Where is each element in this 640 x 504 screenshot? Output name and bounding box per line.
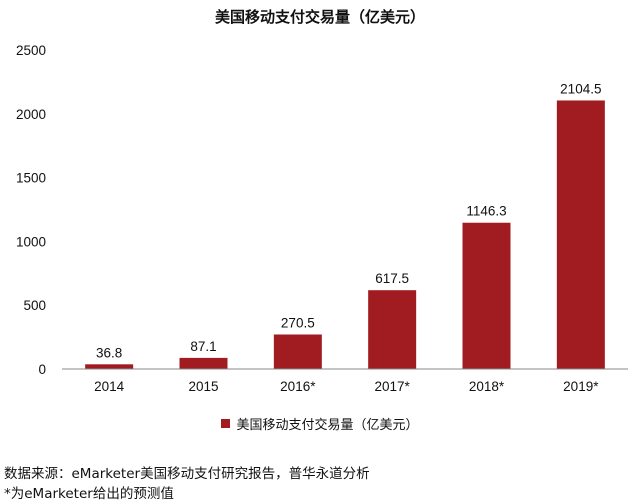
y-tick-label: 2500 <box>16 43 46 58</box>
bar <box>273 334 322 369</box>
bar-chart: 0 500 1000 1500 2000 2500 36.8 2014 87.1 2015 270.… <box>16 43 628 394</box>
forecast-footnote: *为eMarketer给出的预测值 <box>4 486 174 502</box>
data-label: 87.1 <box>190 339 216 354</box>
x-tick-label: 2014 <box>94 379 125 394</box>
y-tick-label: 1500 <box>16 171 46 186</box>
source-note: 数据来源：eMarketer美国移动支付研究报告，普华永道分析 <box>4 466 370 482</box>
x-tick-label: 2019* <box>563 379 599 394</box>
bar <box>85 364 134 369</box>
legend-label: 美国移动支付交易量（亿美元） <box>236 418 419 433</box>
data-label: 1146.3 <box>466 204 506 219</box>
legend-swatch <box>221 419 231 428</box>
bar <box>462 222 511 369</box>
bar <box>556 100 605 370</box>
data-label: 36.8 <box>96 345 122 360</box>
x-tick-label: 2018* <box>469 379 505 394</box>
x-tick-label: 2016* <box>280 379 316 394</box>
y-tick-label: 2000 <box>16 107 46 122</box>
bar <box>368 290 417 369</box>
data-label: 270.5 <box>281 315 315 330</box>
bar <box>179 357 228 369</box>
y-tick-label: 500 <box>23 298 46 313</box>
data-label: 2104.5 <box>560 81 601 96</box>
data-label: 617.5 <box>375 271 409 286</box>
x-tick-label: 2017* <box>375 379 411 394</box>
x-tick-label: 2015 <box>188 379 218 394</box>
y-tick-label: 0 <box>38 362 46 377</box>
y-tick-label: 1000 <box>16 234 46 249</box>
chart-title: 美国移动支付交易量（亿美元） <box>214 8 425 26</box>
legend: 美国移动支付交易量（亿美元） <box>0 414 640 433</box>
